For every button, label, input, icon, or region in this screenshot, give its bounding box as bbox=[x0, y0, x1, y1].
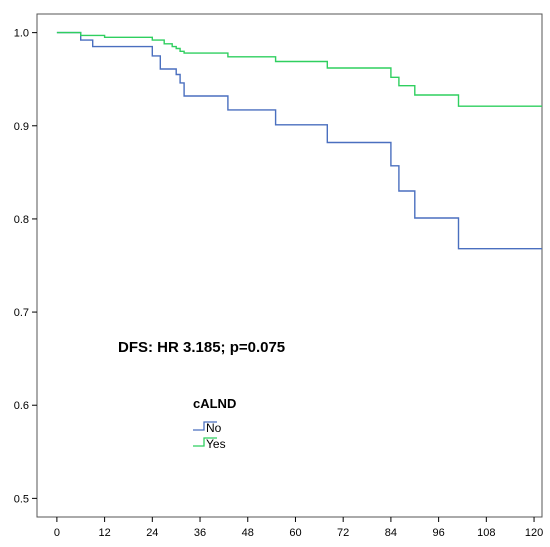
x-tick-label: 84 bbox=[385, 527, 397, 539]
y-tick-label: 0.8 bbox=[14, 214, 29, 226]
y-tick-label: 0.5 bbox=[14, 493, 29, 505]
x-tick-label: 60 bbox=[289, 527, 301, 539]
y-tick-label: 1.0 bbox=[14, 28, 29, 40]
legend-swatch-no bbox=[193, 421, 217, 431]
series-line-no bbox=[56, 31, 542, 250]
series-layer bbox=[56, 31, 542, 250]
legend-title: cALND bbox=[193, 396, 236, 411]
x-tick-label: 36 bbox=[194, 527, 206, 539]
x-tick-label: 48 bbox=[242, 527, 254, 539]
legend-item-no: No bbox=[193, 421, 222, 435]
x-tick-label: 108 bbox=[477, 527, 495, 539]
x-tick-label: 120 bbox=[525, 527, 543, 539]
annotation-text: DFS: HR 3.185; p=0.075 bbox=[118, 339, 285, 356]
y-tick-label: 0.9 bbox=[14, 121, 29, 133]
x-tick-label: 0 bbox=[54, 527, 60, 539]
x-tick-label: 72 bbox=[337, 527, 349, 539]
legend-label-yes: Yes bbox=[206, 437, 226, 451]
series-line-yes bbox=[56, 31, 542, 107]
y-tick-label: 0.6 bbox=[14, 400, 29, 412]
axis-layer: 0 12 24 36 48 60 72 84 96 108 120 0.5 0.6 0.7 0.8 0.9 1.… bbox=[14, 28, 544, 539]
legend: cALND No Yes bbox=[193, 396, 236, 451]
legend-item-yes: Yes bbox=[193, 437, 226, 451]
legend-swatch-yes bbox=[193, 437, 217, 447]
y-tick-label: 0.7 bbox=[14, 307, 29, 319]
x-tick-label: 24 bbox=[146, 527, 158, 539]
plot-frame bbox=[36, 13, 543, 518]
x-tick-label: 96 bbox=[432, 527, 444, 539]
legend-label-no: No bbox=[206, 421, 222, 435]
x-tick-label: 12 bbox=[98, 527, 110, 539]
